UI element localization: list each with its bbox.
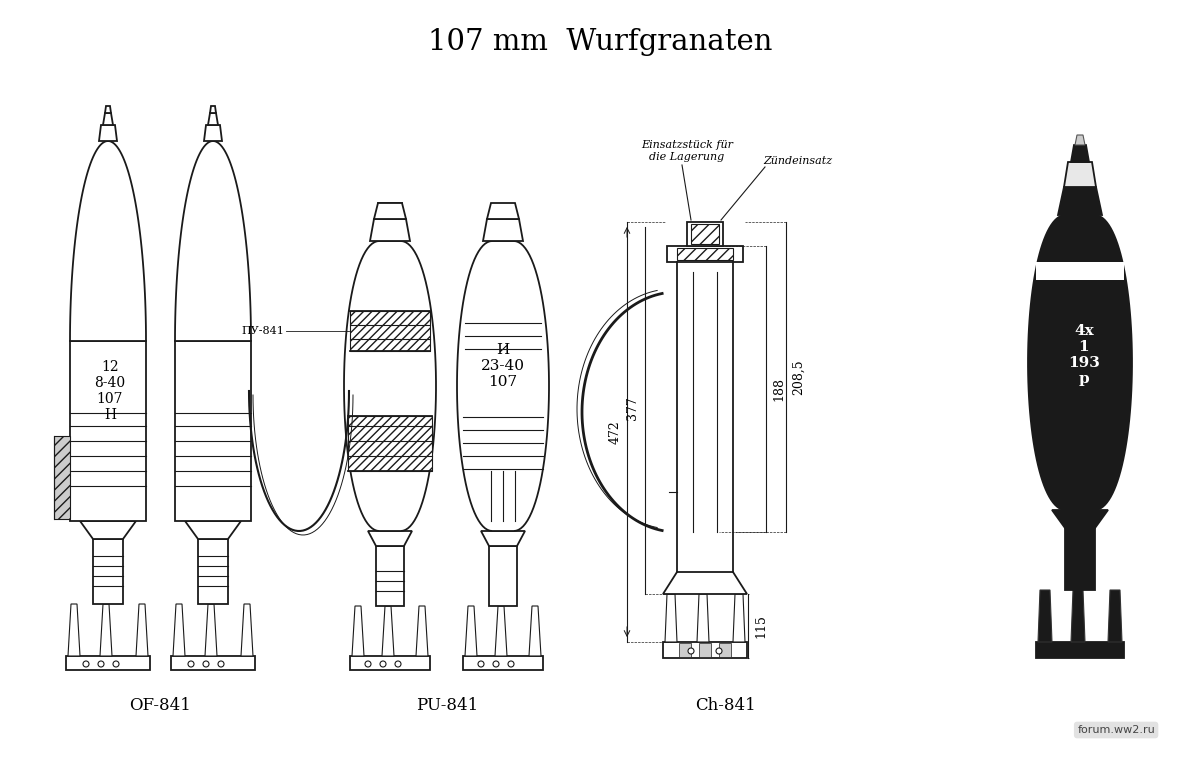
Polygon shape [1038, 590, 1052, 642]
Polygon shape [204, 125, 222, 141]
Polygon shape [100, 604, 112, 656]
Circle shape [113, 661, 119, 667]
Polygon shape [662, 572, 746, 594]
Polygon shape [457, 241, 548, 531]
Circle shape [493, 661, 499, 667]
Polygon shape [679, 643, 691, 657]
Polygon shape [241, 604, 253, 656]
Polygon shape [719, 643, 731, 657]
Polygon shape [1072, 590, 1085, 642]
Polygon shape [172, 656, 256, 670]
Text: 115: 115 [754, 614, 767, 638]
Polygon shape [68, 604, 80, 656]
Polygon shape [482, 219, 523, 241]
Polygon shape [374, 203, 406, 219]
Polygon shape [350, 311, 430, 351]
Polygon shape [466, 606, 478, 656]
Polygon shape [686, 222, 722, 246]
Circle shape [188, 661, 194, 667]
Polygon shape [370, 219, 410, 241]
Text: OF-841: OF-841 [130, 697, 191, 715]
Polygon shape [1058, 187, 1102, 215]
Polygon shape [136, 604, 148, 656]
Text: Zündeinsatz: Zündeinsatz [763, 156, 832, 166]
Polygon shape [1052, 510, 1108, 528]
Text: 188: 188 [772, 377, 785, 401]
Polygon shape [210, 106, 216, 113]
Circle shape [218, 661, 224, 667]
Polygon shape [70, 341, 146, 521]
Circle shape [98, 661, 104, 667]
Polygon shape [198, 539, 228, 604]
Text: 12
8-40
107
Н: 12 8-40 107 Н [95, 360, 126, 422]
Polygon shape [691, 224, 719, 244]
Polygon shape [66, 656, 150, 670]
Polygon shape [175, 341, 251, 521]
Circle shape [478, 661, 484, 667]
Polygon shape [677, 248, 733, 260]
Polygon shape [106, 106, 112, 113]
Circle shape [203, 661, 209, 667]
Text: И
23-40
107: И 23-40 107 [481, 343, 526, 389]
Polygon shape [667, 246, 743, 262]
Polygon shape [529, 606, 541, 656]
Polygon shape [1036, 262, 1124, 280]
Polygon shape [54, 436, 70, 519]
Text: 472: 472 [610, 420, 622, 444]
Polygon shape [1036, 642, 1124, 658]
Polygon shape [205, 604, 217, 656]
Polygon shape [463, 656, 542, 670]
Circle shape [83, 661, 89, 667]
Text: PU-841: PU-841 [416, 697, 478, 715]
Polygon shape [1075, 135, 1085, 145]
Circle shape [365, 661, 371, 667]
Polygon shape [481, 531, 526, 546]
Polygon shape [98, 125, 118, 141]
Text: ПУ-841: ПУ-841 [241, 326, 284, 336]
Polygon shape [487, 203, 520, 219]
Polygon shape [70, 141, 146, 341]
Polygon shape [1028, 215, 1132, 510]
Polygon shape [350, 656, 430, 670]
Polygon shape [1108, 590, 1122, 642]
Polygon shape [185, 521, 241, 539]
Polygon shape [94, 539, 124, 604]
Polygon shape [348, 416, 432, 471]
Polygon shape [496, 606, 508, 656]
Polygon shape [376, 546, 404, 606]
Polygon shape [416, 606, 428, 656]
Text: Ch-841: Ch-841 [696, 697, 756, 715]
Polygon shape [733, 594, 745, 642]
Text: forum.ww2.ru: forum.ww2.ru [1078, 725, 1154, 735]
Polygon shape [490, 546, 517, 606]
Polygon shape [368, 531, 412, 546]
Circle shape [716, 648, 722, 654]
Polygon shape [173, 604, 185, 656]
Polygon shape [662, 642, 746, 658]
Text: 4х
1
193
р: 4х 1 193 р [1068, 324, 1100, 387]
Text: 107 mm  Wurfgranaten: 107 mm Wurfgranaten [428, 28, 772, 56]
Polygon shape [1064, 162, 1096, 187]
Polygon shape [80, 521, 136, 539]
Polygon shape [665, 594, 677, 642]
Text: Einsatzstück für
die Lagerung: Einsatzstück für die Lagerung [641, 140, 733, 162]
Text: 377: 377 [626, 396, 640, 420]
Text: 208,5: 208,5 [792, 359, 805, 395]
Circle shape [508, 661, 514, 667]
Polygon shape [103, 113, 113, 125]
Polygon shape [697, 594, 709, 642]
Polygon shape [208, 113, 218, 125]
Circle shape [688, 648, 694, 654]
Polygon shape [382, 606, 394, 656]
Polygon shape [1066, 528, 1096, 590]
Polygon shape [352, 606, 364, 656]
Polygon shape [344, 241, 436, 531]
Polygon shape [1072, 145, 1090, 162]
Circle shape [380, 661, 386, 667]
Polygon shape [175, 141, 251, 341]
Polygon shape [698, 643, 710, 657]
Circle shape [395, 661, 401, 667]
